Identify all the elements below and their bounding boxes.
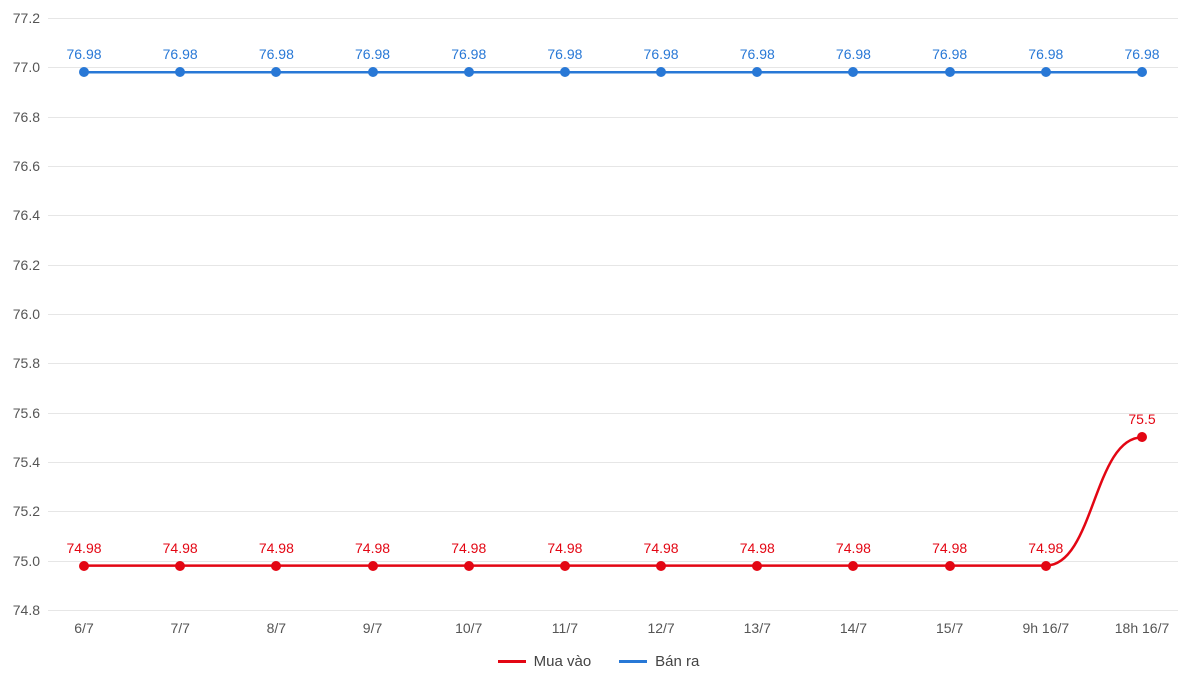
data-label: 74.98 [644, 540, 679, 556]
gridline [48, 610, 1178, 611]
data-label: 74.98 [355, 540, 390, 556]
data-label: 74.98 [740, 540, 775, 556]
legend-label: Mua vào [534, 653, 592, 670]
price-line-chart: 74.8 75.0 75.2 75.4 75.6 75.8 76.0 76.2 76.4 76.6… [0, 0, 1197, 682]
data-point [368, 561, 378, 571]
data-label: 74.98 [451, 540, 486, 556]
data-label: 74.98 [66, 540, 101, 556]
y-tick-label: 77.2 [13, 10, 40, 26]
data-label: 74.98 [547, 540, 582, 556]
y-tick-label: 76.8 [13, 109, 40, 125]
data-label: 76.98 [1124, 46, 1159, 62]
y-tick-label: 76.6 [13, 158, 40, 174]
x-tick-label: 9h 16/7 [1022, 620, 1069, 636]
data-point [1041, 67, 1051, 77]
data-point [271, 67, 281, 77]
y-tick-label: 76.0 [13, 306, 40, 322]
y-tick-label: 75.2 [13, 503, 40, 519]
y-tick-label: 76.2 [13, 257, 40, 273]
data-point [271, 561, 281, 571]
data-point [464, 67, 474, 77]
x-tick-label: 18h 16/7 [1115, 620, 1170, 636]
y-tick-label: 75.6 [13, 405, 40, 421]
data-point [175, 561, 185, 571]
data-point [560, 67, 570, 77]
legend-item-ban-ra: Bán ra [619, 653, 699, 670]
legend-label: Bán ra [655, 653, 699, 670]
data-point [1041, 561, 1051, 571]
data-label: 75.5 [1128, 411, 1155, 427]
x-tick-label: 6/7 [74, 620, 93, 636]
series-lines [48, 18, 1178, 610]
data-label: 76.98 [66, 46, 101, 62]
data-point [464, 561, 474, 571]
x-tick-label: 10/7 [455, 620, 482, 636]
data-label: 76.98 [644, 46, 679, 62]
data-point [656, 561, 666, 571]
data-label: 74.98 [836, 540, 871, 556]
legend-item-mua-vao: Mua vào [498, 653, 592, 670]
x-tick-label: 9/7 [363, 620, 382, 636]
data-label: 76.98 [740, 46, 775, 62]
x-tick-label: 11/7 [552, 620, 578, 636]
x-tick-label: 12/7 [647, 620, 674, 636]
data-label: 76.98 [451, 46, 486, 62]
x-tick-label: 13/7 [744, 620, 771, 636]
y-tick-label: 75.4 [13, 454, 40, 470]
data-point [656, 67, 666, 77]
legend-swatch [619, 660, 647, 663]
data-label: 74.98 [932, 540, 967, 556]
y-tick-label: 74.8 [13, 602, 40, 618]
data-label: 76.98 [1028, 46, 1063, 62]
data-label: 76.98 [259, 46, 294, 62]
data-point [752, 561, 762, 571]
data-label: 76.98 [163, 46, 198, 62]
x-tick-label: 14/7 [840, 620, 867, 636]
data-point [79, 67, 89, 77]
data-label: 76.98 [547, 46, 582, 62]
data-label: 74.98 [163, 540, 198, 556]
x-tick-label: 15/7 [936, 620, 963, 636]
data-label: 76.98 [355, 46, 390, 62]
data-point [175, 67, 185, 77]
series-line [84, 437, 1142, 565]
data-point [945, 67, 955, 77]
data-label: 76.98 [932, 46, 967, 62]
data-point [848, 561, 858, 571]
data-point [1137, 67, 1147, 77]
y-tick-label: 76.4 [13, 207, 40, 223]
data-point [848, 67, 858, 77]
y-tick-label: 77.0 [13, 59, 40, 75]
data-point [945, 561, 955, 571]
x-tick-label: 8/7 [267, 620, 286, 636]
data-point [1137, 432, 1147, 442]
legend-swatch [498, 660, 526, 663]
legend: Mua vào Bán ra [0, 653, 1197, 670]
x-tick-label: 7/7 [170, 620, 189, 636]
data-label: 76.98 [836, 46, 871, 62]
y-tick-label: 75.0 [13, 553, 40, 569]
plot-area: 74.875.075.275.475.675.876.076.276.476.6… [48, 18, 1178, 610]
data-point [79, 561, 89, 571]
data-label: 74.98 [1028, 540, 1063, 556]
data-label: 74.98 [259, 540, 294, 556]
data-point [752, 67, 762, 77]
data-point [368, 67, 378, 77]
y-tick-label: 75.8 [13, 355, 40, 371]
data-point [560, 561, 570, 571]
